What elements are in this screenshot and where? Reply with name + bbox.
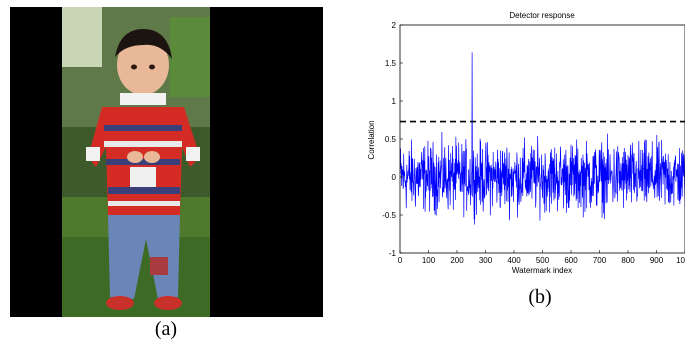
child-photo xyxy=(10,7,323,317)
x-tick-label: 900 xyxy=(650,256,664,265)
x-tick-label: 0 xyxy=(398,256,403,265)
x-tick-label: 600 xyxy=(564,256,578,265)
y-tick-label: 2 xyxy=(392,21,397,30)
x-tick-label: 400 xyxy=(507,256,521,265)
x-tick-label: 100 xyxy=(422,256,436,265)
caption-b: (b) xyxy=(528,286,552,308)
chart-title: Detector response xyxy=(509,11,575,20)
y-axis-label: Correlation xyxy=(367,120,376,159)
photo-drawing xyxy=(62,7,210,317)
x-tick-label: 1000 xyxy=(676,256,685,265)
y-tick-label: -1 xyxy=(389,249,397,258)
y-axis-ticks: -1 -0.5 0 0.5 1 1.5 2 xyxy=(382,21,403,258)
x-tick-label: 800 xyxy=(621,256,635,265)
y-tick-label: 1.5 xyxy=(385,59,397,68)
x-axis-label: Watermark index xyxy=(512,266,572,275)
x-tick-label: 300 xyxy=(479,256,493,265)
x-tick-label: 700 xyxy=(593,256,607,265)
plot-area xyxy=(399,52,685,225)
x-tick-label: 500 xyxy=(536,256,550,265)
detector-response-chart: Detector response 0 100 200 300 400 500 600 700… xyxy=(367,11,685,275)
y-tick-label: 0 xyxy=(392,173,397,182)
x-axis-ticks: 0 100 200 300 400 500 600 700 800 900 1000 xyxy=(398,250,685,265)
y-tick-label: 1 xyxy=(392,97,397,106)
x-tick-label: 200 xyxy=(450,256,464,265)
correlation-series-line xyxy=(399,52,685,225)
y-tick-label: 0.5 xyxy=(385,135,397,144)
caption-a: (a) xyxy=(154,318,178,340)
y-tick-label: -0.5 xyxy=(382,211,396,220)
plot-frame xyxy=(399,24,685,254)
